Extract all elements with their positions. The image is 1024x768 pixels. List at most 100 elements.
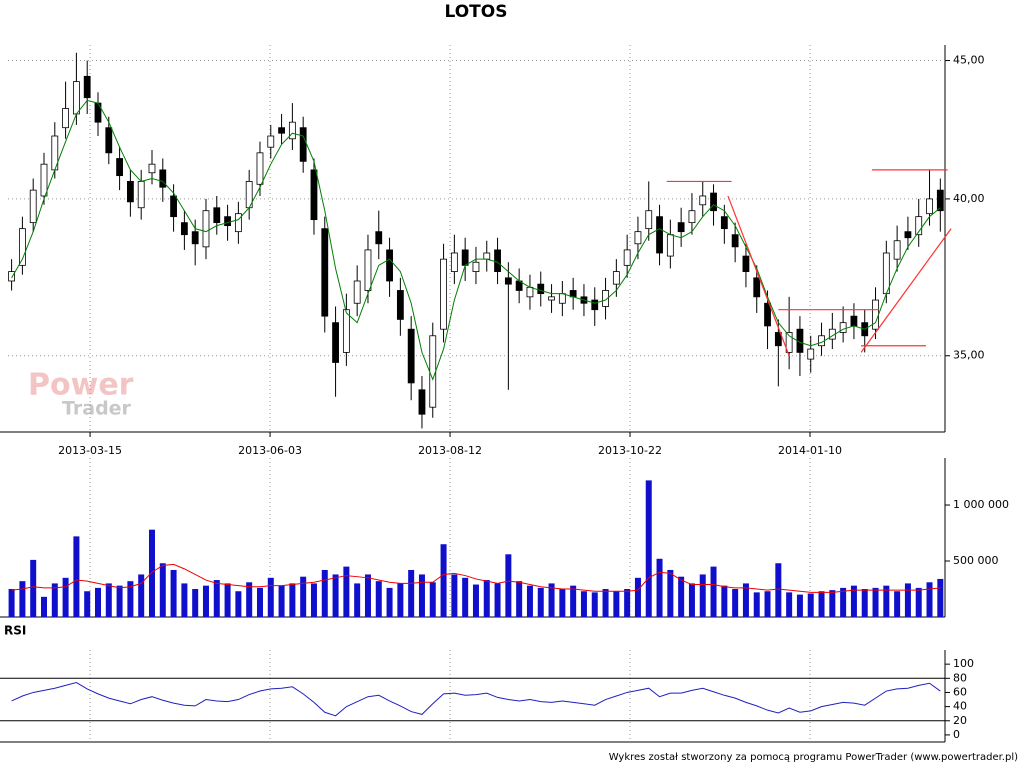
volume-bar bbox=[343, 566, 350, 617]
volume-bar bbox=[267, 577, 274, 617]
volume-bar bbox=[310, 583, 317, 617]
candle-body bbox=[699, 195, 707, 206]
volume-bar bbox=[192, 589, 199, 617]
volume-bar bbox=[235, 591, 242, 617]
volume-bar bbox=[375, 581, 382, 617]
volume-bar bbox=[526, 585, 533, 617]
volume-bar bbox=[894, 591, 901, 617]
volume-bar bbox=[159, 563, 166, 617]
x-tick-label: 2013-10-22 bbox=[598, 444, 662, 457]
volume-bar bbox=[213, 580, 220, 617]
volume-bar bbox=[829, 590, 836, 617]
volume-bar bbox=[51, 583, 58, 617]
volume-bar bbox=[937, 578, 944, 617]
volume-bar bbox=[494, 583, 501, 617]
volume-bar bbox=[300, 576, 307, 617]
volume-bar bbox=[105, 583, 112, 617]
volume-bar bbox=[559, 589, 566, 617]
candle-body bbox=[62, 108, 69, 129]
x-tick-label: 2013-03-15 bbox=[58, 444, 122, 457]
volume-bar bbox=[926, 582, 933, 617]
volume-bar bbox=[796, 594, 803, 617]
candle-body bbox=[418, 389, 426, 415]
candle-body bbox=[224, 216, 231, 227]
candle-body bbox=[850, 315, 858, 327]
candle-body bbox=[105, 127, 113, 154]
volume-bar bbox=[883, 585, 890, 617]
volume-bar bbox=[656, 558, 663, 617]
volume-bar bbox=[19, 581, 26, 617]
volume-bar bbox=[224, 583, 231, 617]
volume-bar bbox=[505, 554, 512, 617]
candle-body bbox=[785, 332, 793, 353]
volume-bar bbox=[30, 559, 37, 617]
volume-bar bbox=[386, 587, 393, 617]
candle-body bbox=[407, 328, 415, 384]
volume-bar bbox=[742, 583, 749, 617]
candle-body bbox=[234, 213, 242, 233]
volume-average bbox=[11, 563, 941, 593]
volume-bar bbox=[472, 584, 479, 617]
volume-bar bbox=[418, 574, 425, 617]
volume-bar bbox=[138, 574, 145, 617]
volume-bar bbox=[170, 569, 177, 617]
y-tick-label: 0 bbox=[953, 728, 960, 741]
candle-body bbox=[126, 181, 134, 203]
volume-bar bbox=[710, 566, 717, 617]
candle-body bbox=[915, 216, 923, 236]
candle-body bbox=[72, 81, 80, 115]
candle-body bbox=[688, 210, 696, 224]
y-tick-label: 20 bbox=[953, 714, 967, 727]
candle-body bbox=[18, 228, 26, 266]
candle-body bbox=[504, 277, 512, 285]
candle-body bbox=[893, 240, 901, 260]
volume-bar bbox=[127, 581, 134, 617]
volume-bar bbox=[721, 585, 728, 617]
candle-body bbox=[332, 322, 339, 363]
candle-body bbox=[710, 192, 717, 212]
volume-bar bbox=[602, 589, 609, 617]
volume-bar bbox=[289, 583, 296, 617]
volume-bar bbox=[429, 582, 436, 617]
volume-bar bbox=[94, 587, 101, 617]
candle-body bbox=[645, 210, 653, 230]
volume-bar bbox=[764, 591, 771, 617]
candle-body bbox=[40, 163, 48, 197]
candle-body bbox=[483, 252, 491, 260]
panel-title: RSI bbox=[4, 624, 26, 638]
candle-body bbox=[8, 271, 15, 282]
volume-bar bbox=[73, 536, 80, 617]
y-tick-label: 45,00 bbox=[953, 54, 985, 67]
volume-bar bbox=[786, 592, 793, 617]
y-tick-label: 35,00 bbox=[953, 349, 985, 362]
volume-bar bbox=[451, 574, 458, 617]
trendline bbox=[727, 195, 790, 356]
y-tick-label: 500 000 bbox=[953, 554, 999, 567]
candle-body bbox=[623, 249, 631, 266]
candle-body bbox=[375, 231, 383, 245]
candle-body bbox=[753, 277, 761, 298]
volume-bar bbox=[613, 591, 620, 617]
rsi-line bbox=[11, 682, 941, 717]
volume-bar bbox=[645, 480, 652, 617]
candle-body bbox=[677, 222, 685, 233]
candle-body bbox=[429, 335, 437, 408]
candle-body bbox=[159, 169, 167, 188]
volume-bar bbox=[861, 589, 868, 617]
candle-body bbox=[256, 152, 264, 185]
y-tick-label: 1 000 000 bbox=[953, 498, 1009, 511]
candle-body bbox=[764, 302, 771, 327]
candle-body bbox=[548, 296, 555, 301]
moving-average bbox=[11, 99, 941, 381]
candle-body bbox=[612, 271, 620, 285]
volume-bar bbox=[591, 592, 598, 617]
volume-bar bbox=[321, 569, 328, 617]
volume-bar bbox=[850, 585, 857, 617]
volume-bar bbox=[667, 569, 674, 617]
candle-body bbox=[353, 280, 361, 304]
candle-body bbox=[526, 286, 534, 298]
candle-body bbox=[148, 163, 156, 174]
candle-body bbox=[807, 348, 815, 360]
